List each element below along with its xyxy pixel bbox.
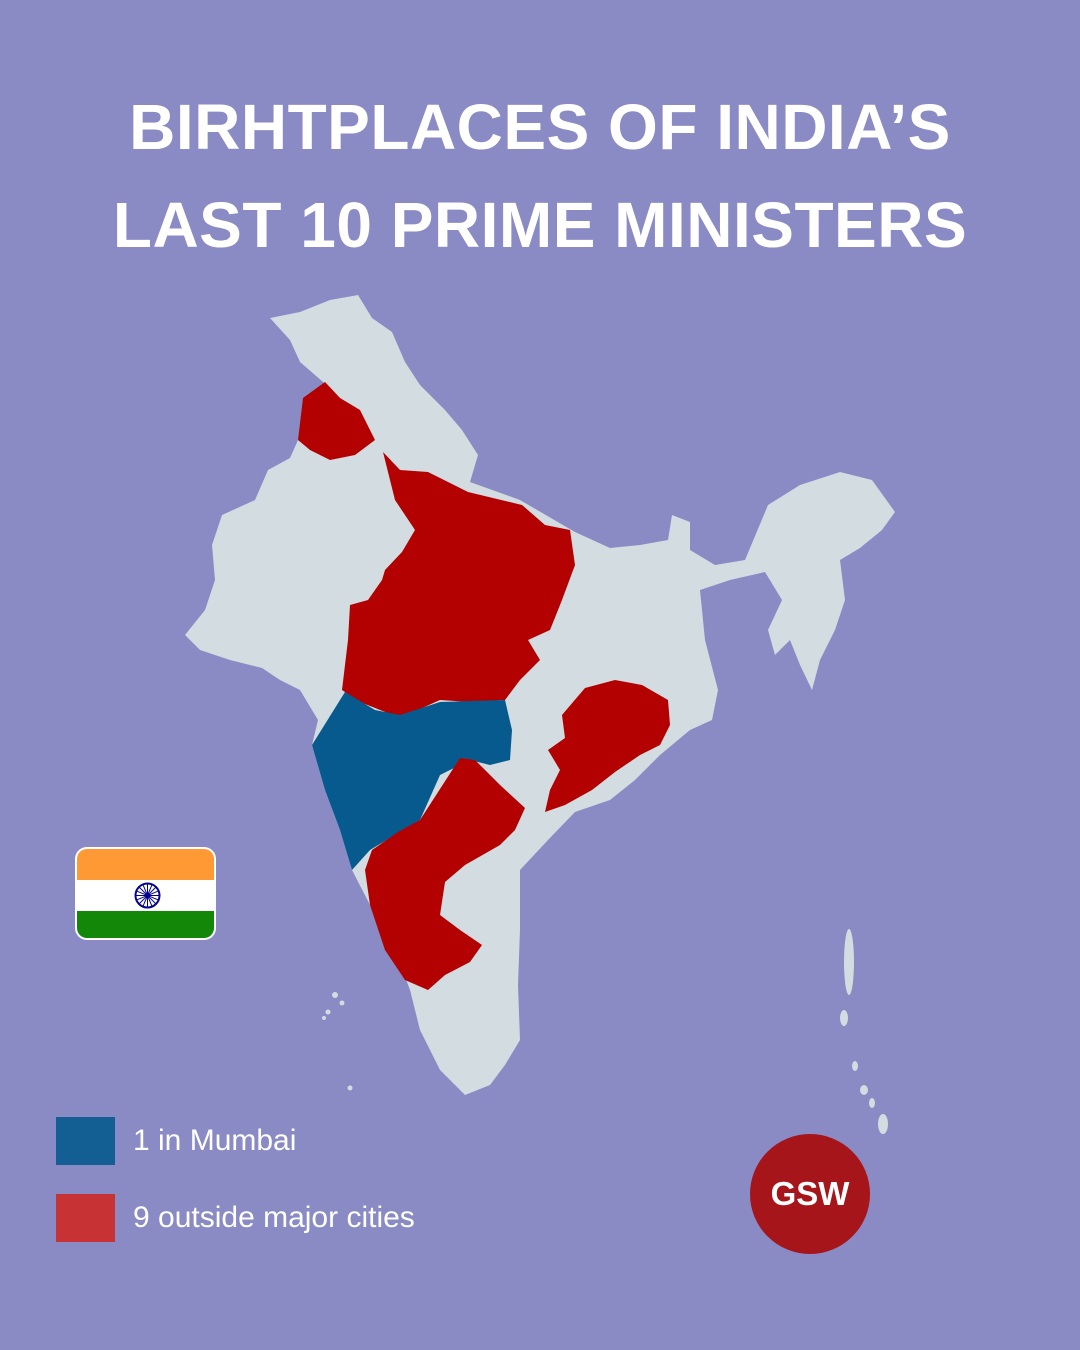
india-flag-icon bbox=[75, 847, 216, 940]
region-punjab bbox=[298, 382, 375, 460]
legend-label-outside-major-cities: 9 outside major cities bbox=[133, 1201, 415, 1234]
legend-swatch-mumbai bbox=[56, 1117, 115, 1165]
legend-label-mumbai: 1 in Mumbai bbox=[133, 1124, 297, 1157]
page-title: BIRHTPLACES OF INDIA’S LAST 10 PRIME MIN… bbox=[0, 78, 1080, 274]
gsw-logo-text: GSW bbox=[770, 1175, 850, 1212]
india-mainland bbox=[185, 295, 895, 1095]
region-maharashtra bbox=[312, 692, 512, 870]
lakshadweep-islands bbox=[322, 992, 353, 1091]
region-telangana-karnataka bbox=[365, 758, 525, 990]
gsw-logo: GSW bbox=[750, 1134, 870, 1254]
title-line-1: BIRHTPLACES OF INDIA’S bbox=[129, 91, 951, 163]
region-odisha bbox=[545, 680, 670, 812]
ashoka-chakra-icon bbox=[134, 882, 161, 909]
region-uttar-pradesh-madhya-pradesh bbox=[342, 452, 575, 718]
title-line-2: LAST 10 PRIME MINISTERS bbox=[112, 189, 968, 261]
andaman-islands bbox=[840, 929, 888, 1134]
legend-swatch-outside-major-cities bbox=[56, 1194, 115, 1242]
